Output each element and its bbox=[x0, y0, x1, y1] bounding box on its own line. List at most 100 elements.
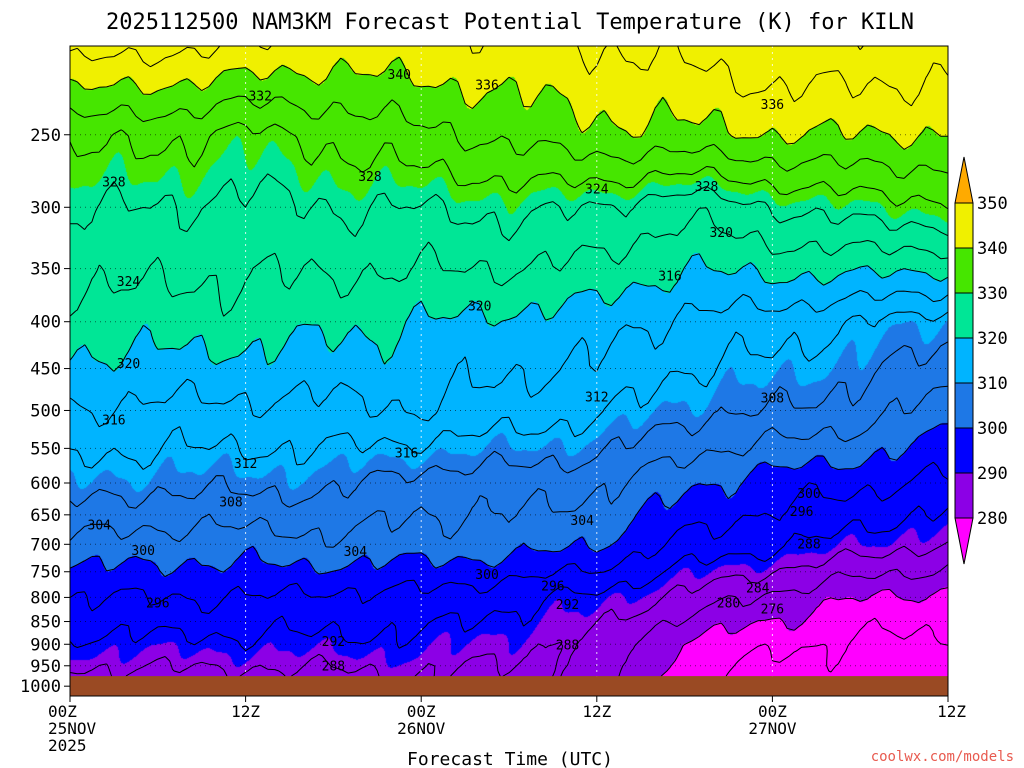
contour-label: 308 bbox=[761, 391, 784, 406]
contour-label: 336 bbox=[761, 98, 784, 113]
x-tick-label: 12Z bbox=[582, 702, 611, 721]
y-tick-label: 650 bbox=[30, 506, 61, 526]
colorbar-band bbox=[954, 472, 974, 519]
isentrope-292 bbox=[69, 505, 949, 652]
y-tick-label: 550 bbox=[30, 439, 61, 459]
x-tick-label: 12Z bbox=[231, 702, 260, 721]
contour-label: 292 bbox=[322, 635, 345, 650]
contour-label: 304 bbox=[344, 545, 368, 560]
contour-label: 316 bbox=[102, 414, 125, 429]
contour-label: 320 bbox=[709, 226, 732, 241]
contour-labels: 340 336 336 332 328 328 324 328 320 324 316 320 320 3… bbox=[88, 68, 821, 675]
contour-label: 324 bbox=[585, 183, 609, 198]
y-tick-label: 600 bbox=[30, 474, 61, 494]
colorbar-tick-label: 300 bbox=[977, 419, 1008, 439]
contour-label: 320 bbox=[468, 300, 491, 315]
contour-label: 280 bbox=[717, 596, 740, 611]
isentrope-340 bbox=[69, 56, 949, 150]
isentrope-320 bbox=[69, 253, 949, 372]
ground-below-surface bbox=[70, 676, 948, 696]
isentrope-304 bbox=[69, 385, 949, 548]
isentrope-328 bbox=[70, 173, 949, 242]
isentrope-316 bbox=[69, 290, 949, 428]
x-tick-label: 2025 bbox=[48, 736, 87, 755]
plot-area: 340 336 336 332 328 328 324 328 320 324 316 320 320 3… bbox=[69, 45, 949, 697]
contour-label: 296 bbox=[146, 596, 169, 611]
contour-label: 332 bbox=[248, 89, 271, 104]
y-tick-label: 950 bbox=[30, 657, 61, 677]
plot-frame bbox=[69, 45, 949, 697]
contour-label: 336 bbox=[475, 79, 498, 94]
y-tick-label: 350 bbox=[30, 260, 61, 280]
chart-title: 2025112500 NAM3KM Forecast Potential Tem… bbox=[106, 10, 914, 35]
isentrope-312 bbox=[69, 311, 949, 470]
isentrope-348 bbox=[857, 45, 864, 51]
x-tick-label: 00Z bbox=[758, 702, 787, 721]
contour-label: 304 bbox=[88, 519, 112, 534]
y-tick-label: 900 bbox=[30, 635, 61, 655]
contour-label: 324 bbox=[117, 275, 141, 290]
contour-label: 312 bbox=[585, 391, 608, 406]
isentrope-324 bbox=[69, 207, 949, 317]
contour-label: 296 bbox=[790, 505, 813, 520]
isentrope-284 bbox=[613, 564, 949, 697]
contour-label: 288 bbox=[556, 639, 579, 654]
isentrope-280 bbox=[660, 587, 949, 697]
isentrope-276 bbox=[725, 617, 949, 697]
contour-label: 316 bbox=[658, 269, 681, 284]
x-tick-label: 00Z bbox=[48, 702, 77, 721]
colorbar-low-arrow bbox=[954, 517, 974, 565]
x-tick-label: 25NOV bbox=[48, 719, 97, 738]
contour-label: 320 bbox=[117, 357, 140, 372]
colorbar-band bbox=[954, 427, 974, 474]
x-tick-label: 26NOV bbox=[397, 719, 446, 738]
colorbar: 280 290 300 310 320 330 340 350 bbox=[954, 156, 1008, 565]
contour-label: 308 bbox=[219, 495, 242, 510]
colorbar-band bbox=[954, 337, 974, 384]
contour-label: 300 bbox=[131, 544, 154, 559]
colorbar-tick-label: 310 bbox=[977, 374, 1008, 394]
colorbar-tick-label: 320 bbox=[977, 329, 1008, 349]
colorbar-tick-label: 280 bbox=[977, 509, 1008, 529]
contour-label: 292 bbox=[556, 598, 579, 613]
contour-label: 304 bbox=[570, 514, 594, 529]
contour-label: 300 bbox=[475, 568, 498, 583]
x-tick-label: 27NOV bbox=[748, 719, 797, 738]
y-tick-label: 500 bbox=[30, 401, 61, 421]
isentrope-336 bbox=[69, 95, 949, 179]
contour-label: 276 bbox=[761, 603, 784, 618]
contour-label: 312 bbox=[234, 457, 257, 472]
x-axis-label: Forecast Time (UTC) bbox=[407, 749, 613, 768]
colorbar-band bbox=[954, 202, 974, 249]
y-tick-label: 800 bbox=[30, 588, 61, 608]
contour-label: 288 bbox=[797, 537, 820, 552]
colorbar-tick-label: 330 bbox=[977, 284, 1008, 304]
y-tick-label: 300 bbox=[30, 198, 61, 218]
contour-label: 284 bbox=[746, 581, 770, 596]
contour-label: 316 bbox=[395, 446, 418, 461]
contour-label: 328 bbox=[358, 170, 381, 185]
x-tick-label: 12Z bbox=[937, 702, 966, 721]
contour-label: 340 bbox=[388, 68, 411, 83]
isentrope-344 bbox=[69, 45, 949, 107]
y-tick-label: 1000 bbox=[20, 677, 61, 697]
contour-label: 288 bbox=[322, 660, 345, 675]
colorbar-band bbox=[954, 382, 974, 429]
y-tick-label: 450 bbox=[30, 360, 61, 380]
colorbar-band bbox=[954, 292, 974, 339]
watermark: coolwx.com/models bbox=[871, 749, 1014, 765]
contour-label: 296 bbox=[541, 579, 564, 594]
y-tick-label: 850 bbox=[30, 613, 61, 633]
colorbar-tick-label: 290 bbox=[977, 464, 1008, 484]
isentrope-contours bbox=[69, 45, 949, 697]
contour-label: 328 bbox=[102, 176, 125, 191]
colorbar-tick-label: 340 bbox=[977, 239, 1008, 259]
colorbar-band bbox=[954, 247, 974, 294]
isentrope-308 bbox=[69, 341, 949, 509]
contour-label: 328 bbox=[695, 180, 718, 195]
colorbar-tick-label: 350 bbox=[977, 194, 1008, 214]
x-tick-label: 00Z bbox=[407, 702, 436, 721]
isentrope-332 bbox=[69, 121, 949, 210]
